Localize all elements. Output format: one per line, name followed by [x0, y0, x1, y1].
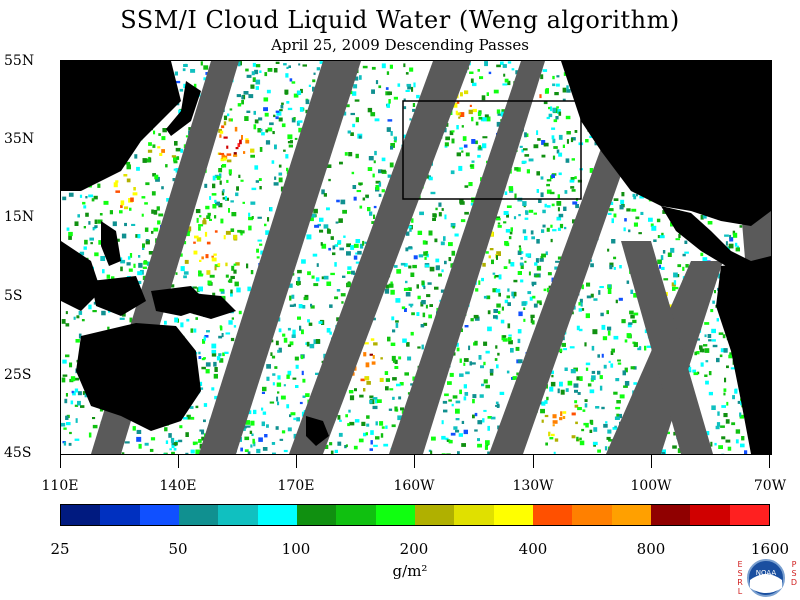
colorbar-swatch	[178, 505, 219, 525]
colorbar-swatch	[454, 505, 494, 525]
colorbar-swatch	[611, 505, 651, 525]
lat-label-45s: 45S	[4, 445, 32, 461]
colorbar-swatch	[336, 505, 376, 525]
noaa-emblem-icon: NOAA	[747, 559, 785, 597]
colorbar-swatch	[493, 505, 533, 525]
colorbar-swatch	[375, 505, 415, 525]
map-subtitle: April 25, 2009 Descending Passes	[271, 36, 529, 54]
lon-label-140e: 140E	[159, 478, 197, 494]
region-box	[402, 100, 582, 200]
colorbar-swatch	[572, 505, 612, 525]
map-canvas	[61, 61, 771, 454]
lon-label-110e: 110E	[41, 478, 79, 494]
land-masses	[61, 61, 771, 454]
colorbar-label-800: 800	[636, 540, 666, 558]
colorbar-swatch	[139, 505, 179, 525]
unit-label: g/m²	[392, 562, 428, 580]
colorbar-label-200: 200	[399, 540, 429, 558]
colorbar-label-400: 400	[518, 540, 548, 558]
colorbar-swatch	[296, 505, 337, 525]
colorbar-label-50: 50	[168, 540, 188, 558]
colorbar	[60, 504, 770, 526]
logo-center-text: NOAA	[756, 569, 777, 577]
colorbar-label-1600: 1600	[750, 540, 790, 558]
colorbar-swatch	[257, 505, 297, 525]
colorbar-swatch	[414, 505, 455, 525]
colorbar-swatch	[729, 505, 769, 525]
colorbar-swatch	[650, 505, 691, 525]
lat-label-5s: 5S	[4, 288, 23, 304]
lat-label-55n: 55N	[4, 53, 35, 69]
colorbar-swatch	[61, 505, 101, 525]
colorbar-swatch	[218, 505, 258, 525]
lon-label-130w: 130W	[512, 478, 554, 494]
colorbar-label-100: 100	[281, 540, 311, 558]
lon-label-160w: 160W	[393, 478, 435, 494]
colorbar-swatch	[100, 505, 140, 525]
colorbar-label-25: 25	[50, 540, 70, 558]
map-area	[60, 60, 772, 455]
lat-label-25s: 25S	[4, 367, 32, 383]
map-title: SSM/I Cloud Liquid Water (Weng algorithm…	[120, 6, 680, 34]
lon-label-170e: 170E	[277, 478, 315, 494]
lat-label-15n: 15N	[4, 209, 35, 225]
swath-gaps	[91, 61, 771, 454]
colorbar-swatch	[690, 505, 730, 525]
lon-label-100w: 100W	[630, 478, 672, 494]
lat-label-35n: 35N	[4, 131, 35, 147]
colorbar-swatch	[532, 505, 573, 525]
lon-label-70w: 70W	[753, 478, 787, 494]
